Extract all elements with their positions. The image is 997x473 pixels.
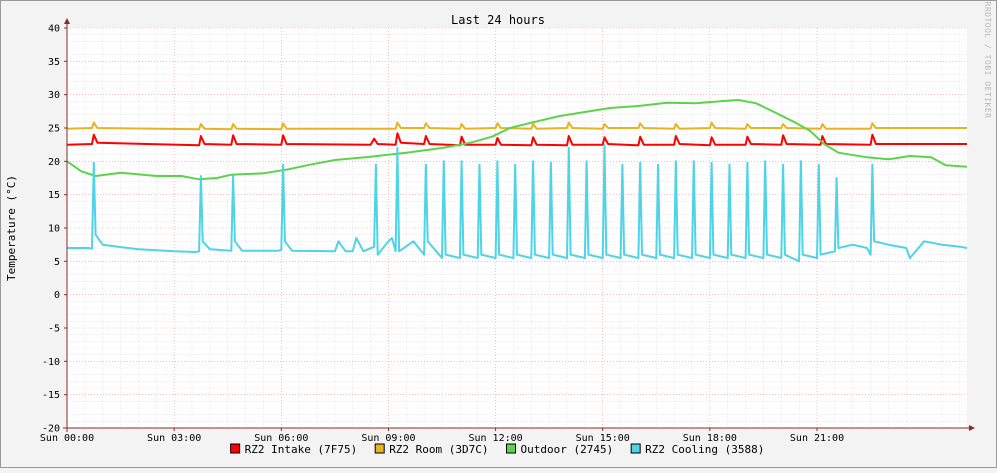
y-axis-label: Temperature (°C)	[5, 175, 18, 281]
legend-swatch-2	[506, 443, 516, 454]
x-axis-arrow	[969, 425, 975, 431]
y-tick-label: 10	[48, 224, 60, 235]
legend-label-0: RZ2 Intake (7F75)	[245, 443, 358, 456]
y-tick-label: 40	[48, 24, 60, 35]
y-tick-label: 15	[48, 190, 60, 201]
legend-swatch-1	[374, 443, 385, 454]
legend-label-3: RZ2 Cooling (3588)	[645, 443, 764, 456]
y-tick-label: 20	[48, 157, 60, 168]
x-tick-label: Sun 15:00	[576, 433, 630, 444]
series-line-3	[67, 143, 968, 263]
x-tick-label: Sun 09:00	[361, 433, 415, 444]
y-tick-label: -5	[48, 324, 60, 335]
y-tick-label: -15	[42, 390, 60, 401]
x-tick-label: Sun 21:00	[790, 433, 844, 444]
y-tick-label: 35	[48, 57, 60, 68]
legend-swatch-3	[630, 443, 641, 454]
x-tick-label: Sun 12:00	[468, 433, 522, 444]
x-tick-label: Sun 03:00	[147, 433, 201, 444]
legend-swatch-0	[230, 443, 241, 454]
rrdtool-watermark: RRDTOOL / TOBI OETIKER	[983, 2, 992, 119]
x-tick-label: Sun 18:00	[683, 433, 737, 444]
axes	[63, 18, 975, 432]
series-line-1	[66, 121, 967, 131]
y-tick-label: 30	[48, 90, 60, 101]
legend-label-1: RZ2 Room (3D7C)	[389, 443, 488, 456]
y-tick-label: -10	[42, 357, 60, 368]
chart-title: Last 24 hours	[451, 13, 545, 27]
y-axis-arrow	[64, 18, 70, 24]
x-tick-label: Sun 00:00	[40, 433, 94, 444]
x-tick-label: Sun 06:00	[254, 433, 308, 444]
legend-label-2: Outdoor (2745)	[521, 443, 614, 456]
y-tick-label: 5	[54, 257, 60, 268]
legend: RZ2 Intake (7F75) RZ2 Room (3D7C) Outdoor …	[230, 443, 764, 456]
y-tick-label: -20	[42, 424, 60, 435]
y-tick-label: 0	[54, 290, 60, 301]
series-line-0	[66, 132, 967, 147]
y-tick-label: 25	[48, 124, 60, 135]
series-lines	[66, 99, 968, 263]
series-line-2	[66, 99, 968, 181]
